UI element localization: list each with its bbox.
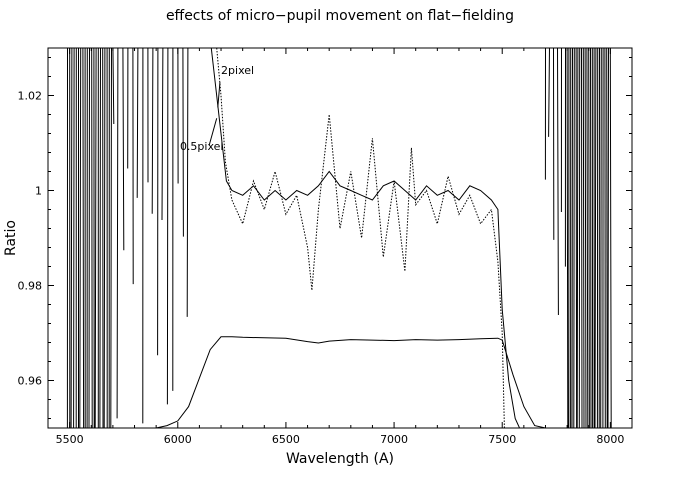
annotation-label: 0.5pixel [180, 140, 224, 153]
x-tick-label: 5500 [56, 433, 84, 446]
series-layer [134, 48, 546, 428]
y-axis-label: Ratio [3, 220, 19, 256]
x-tick-label: 6000 [164, 433, 192, 446]
noise-band [566, 48, 612, 428]
chart-title: effects of micro−pupil movement on flat−… [166, 8, 514, 24]
annotation-label: 2pixel [221, 64, 254, 77]
plot-frame [47, 47, 633, 429]
series-line-0-5pixel [210, 48, 521, 428]
x-tick-label: 7000 [380, 433, 408, 446]
y-tick-label: 1.02 [18, 90, 43, 103]
annotations: 2pixel 0.5pixel [180, 64, 254, 153]
noise-band [544, 48, 566, 316]
noise-band [66, 48, 112, 428]
x-axis-label: Wavelength (A) [286, 451, 394, 467]
series-line-2pixel [216, 48, 505, 428]
y-tick-label: 1 [35, 185, 42, 198]
y-axis: 0.96 0.98 1 1.02 [18, 57, 632, 419]
y-tick-label: 0.98 [18, 280, 43, 293]
annotation-leader [208, 118, 218, 146]
series-line-throughput [134, 336, 546, 428]
annotation-leader [217, 82, 221, 108]
noise-band [112, 48, 189, 424]
y-tick-label: 0.96 [18, 375, 43, 388]
x-tick-label: 6500 [272, 433, 300, 446]
x-tick-label: 8000 [596, 433, 624, 446]
x-tick-label: 7500 [488, 433, 516, 446]
edge-noise-band [66, 48, 612, 428]
x-axis: 5500 6000 6500 7000 7500 8000 [47, 48, 633, 446]
